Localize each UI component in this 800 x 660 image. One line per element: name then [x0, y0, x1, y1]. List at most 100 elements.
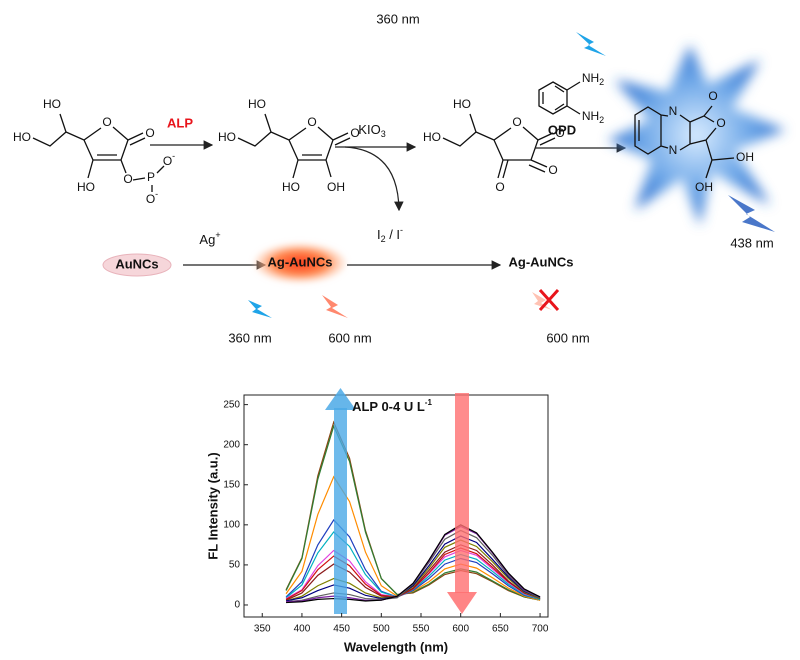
reagent-label: Ag+ [199, 230, 220, 247]
label: O [123, 172, 132, 186]
wavelength-label: 600 nm [328, 330, 371, 345]
label: NH2 [582, 109, 604, 125]
nanocluster-label: Ag-AuNCs [509, 254, 574, 269]
increase-arrow-head [325, 388, 356, 410]
label: HO [43, 97, 61, 111]
excitation-bolt [248, 300, 272, 318]
y-tick-label: 0 [234, 600, 240, 611]
series-line [285, 531, 541, 600]
y-tick-label: 100 [223, 519, 240, 530]
decrease-arrow [455, 393, 469, 593]
label: OH [736, 150, 754, 164]
label: OH [695, 180, 713, 194]
structure-dhaa: HO HO O O O O [423, 97, 565, 194]
nanocluster-label: Ag-AuNCs [268, 254, 333, 269]
label: HO [218, 130, 236, 144]
label: P [147, 170, 155, 184]
decrease-arrow-head [447, 592, 477, 614]
series-line [285, 544, 541, 601]
text-part: 3 [381, 129, 386, 139]
nanocluster-glow [102, 253, 172, 277]
structure-aa2p: HO HO O O HO O P O- O- [13, 97, 175, 206]
text-part: ALP 0-4 U L [352, 399, 425, 414]
emission-bolt [322, 295, 348, 318]
y-tick-label: 150 [223, 479, 240, 490]
label: O [548, 163, 557, 177]
text-part: - [172, 151, 175, 161]
label: O [716, 116, 725, 130]
reagent-label: OPD [548, 122, 576, 137]
structure-opd: NH2 NH2 [538, 71, 604, 125]
nanocluster-glow [254, 243, 346, 283]
shape [538, 81, 581, 115]
series-line [285, 475, 541, 601]
structure-product: N N O O OH OH [634, 89, 754, 194]
y-tick-label: 200 [223, 439, 240, 450]
text-part: 2 [381, 234, 386, 244]
text-part: / I [386, 227, 400, 242]
x-tick-label: 550 [413, 624, 430, 635]
series-line [285, 424, 541, 601]
emission-bolt [532, 292, 552, 310]
x-tick-label: 400 [294, 624, 311, 635]
curved-arrow [344, 146, 404, 212]
label: HO [77, 180, 95, 194]
text-part: - [400, 225, 403, 235]
label: O [512, 115, 521, 129]
x-tick-label: 500 [373, 624, 390, 635]
shape [237, 113, 351, 179]
wavelength-label: 600 nm [546, 330, 589, 345]
text-part: - [155, 189, 158, 199]
x-tick-label: 350 [254, 624, 271, 635]
text-part: 2 [599, 115, 604, 125]
text-part: O [163, 154, 172, 168]
quench-cross [538, 288, 560, 312]
series-line [286, 524, 541, 604]
nanocluster-label: AuNCs [115, 256, 158, 271]
series-line [285, 420, 541, 601]
text-part: -1 [425, 398, 433, 407]
series-line [285, 539, 541, 602]
label: HO [248, 97, 266, 111]
label: N [669, 104, 678, 118]
wavelength-label: 360 nm [228, 330, 271, 345]
label: O- [163, 151, 175, 168]
label: HO [13, 130, 31, 144]
x-tick-label: 700 [532, 624, 549, 635]
text-part: I [377, 227, 381, 242]
y-axis-title: FL Intensity (a.u.) [205, 452, 220, 559]
label: N [669, 143, 678, 157]
x-tick-label: 450 [333, 624, 350, 635]
emission-bolt [728, 195, 775, 232]
label: O [555, 126, 564, 140]
reagent-label: KIO3 [358, 122, 385, 139]
shape [442, 113, 556, 179]
label: HO [453, 97, 471, 111]
text-part: 2 [599, 77, 604, 87]
wavelength-label: 438 nm [730, 235, 773, 250]
y-tick-label: 50 [229, 560, 241, 571]
label: O [708, 89, 717, 103]
label: O [350, 126, 359, 140]
x-tick-label: 600 [452, 624, 469, 635]
text-part: KIO [358, 122, 380, 137]
label: OH [327, 180, 345, 194]
enzyme-label: ALP [167, 115, 193, 130]
label: O [102, 115, 111, 129]
text-part: + [215, 230, 220, 240]
label: HO [423, 130, 441, 144]
text-part: NH [582, 109, 599, 123]
plot-frame [243, 394, 549, 618]
y-tick-label: 250 [223, 399, 240, 410]
x-tick-label: 650 [492, 624, 509, 635]
text-part: O [146, 192, 155, 206]
reagent-label: I2 / I- [377, 225, 403, 244]
fluorescence-glow [608, 45, 785, 225]
shape [32, 113, 165, 192]
structure-aa: HO HO O O HO OH [218, 97, 360, 194]
wavelength-label: 360 nm [376, 11, 419, 26]
chart: ALP 0-4 U L-1 Wavelength (nm) FL Intensi… [205, 388, 549, 654]
series-line [286, 529, 541, 603]
label: O [307, 115, 316, 129]
